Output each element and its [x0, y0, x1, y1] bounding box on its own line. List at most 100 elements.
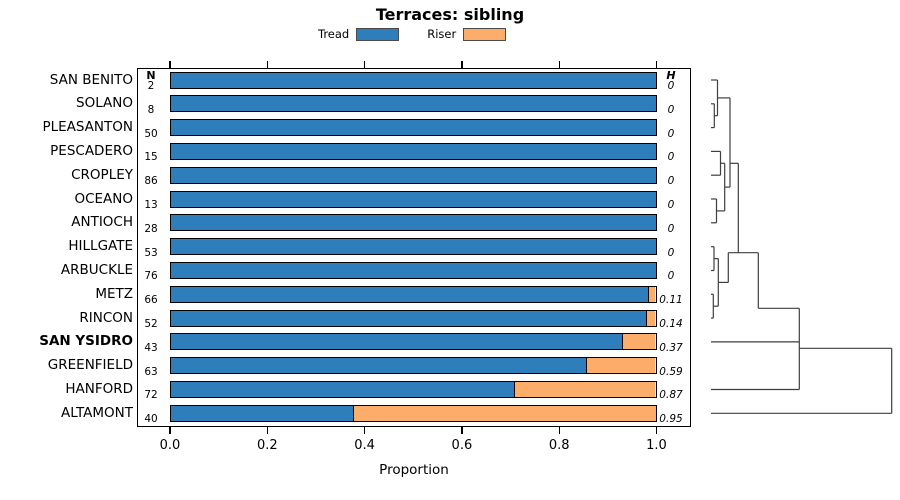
row-label: SOLANO	[76, 95, 133, 112]
axis-tick-label: 0.0	[159, 438, 181, 453]
axis-tick-top	[169, 61, 171, 68]
axis-tick-bottom	[461, 427, 463, 434]
bar-segment-tread	[171, 72, 656, 88]
axis-tick-label: 0.8	[548, 438, 570, 453]
bar-row	[170, 357, 657, 375]
axis-tick-bottom	[558, 427, 560, 434]
axis-tick-bottom	[169, 427, 171, 434]
row-label: ARBUCKLE	[60, 261, 133, 278]
bar-segment-riser	[352, 405, 656, 421]
h-value: 0	[667, 103, 675, 116]
bar-segment-riser	[646, 310, 656, 326]
n-value: 28	[144, 222, 158, 235]
row-label: METZ	[95, 285, 133, 302]
h-value: 0.11	[659, 294, 683, 307]
h-column-header: H	[666, 69, 676, 82]
row-label: OCEANO	[74, 190, 133, 207]
n-value: 43	[144, 341, 158, 354]
h-value: 0	[667, 151, 675, 164]
axis-tick-top	[266, 61, 268, 68]
bar-segment-tread	[171, 120, 656, 136]
h-value: 0.14	[659, 318, 683, 331]
bar-row	[170, 190, 657, 208]
legend-label-tread: Tread	[318, 27, 350, 41]
bar-segment-tread	[171, 143, 656, 159]
row-label: HILLGATE	[68, 238, 133, 255]
bar-row	[170, 166, 657, 184]
chart-title: Terraces: sibling	[375, 5, 525, 24]
bar-row	[170, 380, 657, 398]
bar-row	[170, 142, 657, 160]
row-label: ANTIOCH	[71, 214, 133, 231]
h-value: 0	[667, 270, 675, 283]
row-label: HANFORD	[65, 380, 133, 397]
bar-segment-tread	[171, 167, 656, 183]
axis-tick-top	[655, 61, 658, 68]
row-label: PESCADERO	[50, 142, 133, 159]
bar-row	[170, 119, 657, 137]
row-label: ALTAMONT	[61, 404, 133, 421]
legend-swatch-riser	[463, 27, 507, 41]
bar-segment-tread	[171, 334, 622, 350]
n-value: 66	[144, 294, 158, 307]
n-value: 76	[144, 270, 158, 283]
n-value: 40	[144, 413, 158, 426]
row-label: PLEASANTON	[42, 119, 133, 136]
n-column-header: N	[146, 69, 156, 82]
h-value: 0	[667, 199, 675, 212]
axis-tick-label: 1.0	[646, 438, 667, 453]
h-value: 0.59	[659, 365, 683, 378]
row-label: GREENFIELD	[47, 357, 133, 374]
h-value: 0	[667, 246, 675, 259]
bar-row	[170, 95, 657, 113]
n-value: 86	[144, 175, 158, 188]
bar-segment-riser	[648, 286, 656, 302]
bar-row	[170, 404, 657, 422]
h-value: 0	[667, 80, 675, 92]
h-value: 0.95	[659, 413, 683, 426]
axis-tick-top	[461, 61, 463, 68]
n-value: 63	[144, 365, 158, 378]
bar-row	[170, 333, 657, 351]
row-label: SAN BENITO	[49, 71, 133, 88]
bar-segment-tread	[171, 96, 656, 112]
bar-segment-tread	[171, 239, 656, 255]
bar-segment-tread	[171, 381, 515, 397]
axis-tick-bottom	[266, 427, 268, 434]
bar-row	[170, 285, 657, 303]
n-value: 13	[144, 199, 158, 212]
bar-row	[170, 71, 657, 89]
n-value: 2	[147, 80, 155, 92]
axis-tick-top	[363, 61, 366, 68]
x-axis-title: Proportion	[379, 462, 449, 478]
n-value: 8	[147, 103, 155, 116]
bar-segment-tread	[171, 310, 647, 326]
bar-row	[170, 261, 657, 279]
n-value: 15	[144, 151, 158, 164]
h-value: 0	[667, 127, 675, 140]
bar-segment-tread	[171, 405, 353, 421]
bar-row	[170, 238, 657, 256]
row-label: SAN YSIDRO	[39, 333, 133, 350]
bar-segment-riser	[621, 334, 656, 350]
axis-tick-bottom	[363, 427, 366, 434]
legend: Tread Riser	[318, 27, 507, 41]
bar-segment-riser	[586, 358, 656, 374]
bar-segment-tread	[171, 286, 649, 302]
axis-tick-bottom	[655, 427, 658, 434]
axis-tick-label: 0.4	[354, 438, 375, 453]
axis-tick-label: 0.2	[256, 438, 278, 453]
h-value: 0	[667, 175, 675, 188]
bar-row	[170, 309, 657, 327]
bar-segment-riser	[514, 381, 656, 397]
bar-row	[170, 214, 657, 232]
n-value: 50	[144, 127, 158, 140]
bar-segment-tread	[171, 191, 656, 207]
row-label: CROPLEY	[71, 166, 133, 183]
bar-segment-tread	[171, 358, 587, 374]
axis-tick-label: 0.6	[451, 438, 473, 453]
legend-label-riser: Riser	[427, 27, 457, 41]
bar-segment-tread	[171, 262, 656, 278]
n-value: 52	[144, 318, 158, 331]
